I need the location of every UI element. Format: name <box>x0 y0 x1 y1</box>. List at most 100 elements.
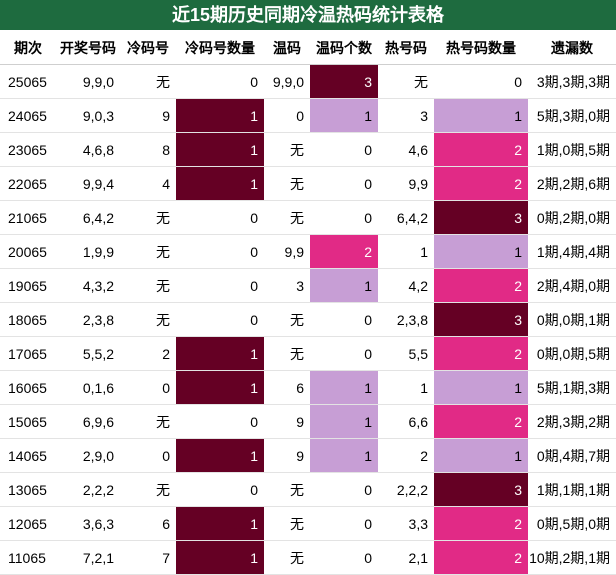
cell-numbers: 5,5,2 <box>56 336 120 371</box>
cell-period: 15065 <box>0 404 56 439</box>
cell-missing: 5期,3期,0期 <box>528 98 616 133</box>
cell-period: 21065 <box>0 200 56 235</box>
cell-hot-count: 1 <box>434 438 528 473</box>
cell-period: 22065 <box>0 166 56 201</box>
cell-hot-count: 2 <box>434 132 528 167</box>
header-hot: 热号码 <box>378 31 434 65</box>
cell-hot-count: 1 <box>434 370 528 405</box>
cell-warm: 9,9,0 <box>264 64 310 99</box>
cell-cold-count: 0 <box>176 200 264 235</box>
cell-missing: 5期,1期,3期 <box>528 370 616 405</box>
cell-warm: 无 <box>264 200 310 235</box>
header-missing: 遗漏数 <box>528 31 616 65</box>
cell-hot-count: 2 <box>434 336 528 371</box>
cell-missing: 0期,5期,0期 <box>528 506 616 541</box>
cell-cold: 0 <box>120 438 176 473</box>
cell-hot: 3,3 <box>378 506 434 541</box>
cell-hot: 9,9 <box>378 166 434 201</box>
header-period: 期次 <box>0 31 56 65</box>
cell-cold-count: 0 <box>176 302 264 337</box>
cell-cold: 无 <box>120 404 176 439</box>
cell-period: 13065 <box>0 472 56 507</box>
cell-warm-count: 1 <box>310 404 378 439</box>
cell-warm: 无 <box>264 506 310 541</box>
cell-warm: 9 <box>264 404 310 439</box>
cell-hot: 6,4,2 <box>378 200 434 235</box>
cell-hot-count: 1 <box>434 98 528 133</box>
cell-hot: 2,1 <box>378 540 434 575</box>
cell-warm: 3 <box>264 268 310 303</box>
cell-warm-count: 0 <box>310 336 378 371</box>
cell-cold-count: 1 <box>176 370 264 405</box>
cell-cold-count: 1 <box>176 166 264 201</box>
cell-period: 25065 <box>0 64 56 99</box>
header-hot-count: 热号码数量 <box>434 31 528 65</box>
cell-warm-count: 0 <box>310 302 378 337</box>
cell-missing: 1期,4期,4期 <box>528 234 616 269</box>
cell-hot: 无 <box>378 64 434 99</box>
table-row: 24065 9,0,3 9 1 0 1 3 1 5期,3期,0期 <box>0 98 616 133</box>
cell-cold-count: 1 <box>176 540 264 575</box>
cell-hot: 3 <box>378 98 434 133</box>
cell-missing: 2期,2期,6期 <box>528 166 616 201</box>
cell-hot-count: 1 <box>434 234 528 269</box>
cell-numbers: 0,1,6 <box>56 370 120 405</box>
cell-missing: 0期,2期,0期 <box>528 200 616 235</box>
cell-warm: 9,9 <box>264 234 310 269</box>
cell-cold-count: 1 <box>176 336 264 371</box>
cell-numbers: 2,2,2 <box>56 472 120 507</box>
cell-cold: 7 <box>120 540 176 575</box>
table-row: 14065 2,9,0 0 1 9 1 2 1 0期,4期,7期 <box>0 438 616 473</box>
cell-hot-count: 2 <box>434 506 528 541</box>
cell-numbers: 6,9,6 <box>56 404 120 439</box>
cell-missing: 0期,0期,5期 <box>528 336 616 371</box>
cell-numbers: 3,6,3 <box>56 506 120 541</box>
cell-cold: 8 <box>120 132 176 167</box>
cell-hot: 6,6 <box>378 404 434 439</box>
cell-warm-count: 0 <box>310 132 378 167</box>
cell-numbers: 7,2,1 <box>56 540 120 575</box>
header-warm: 温码 <box>264 31 310 65</box>
cell-numbers: 2,3,8 <box>56 302 120 337</box>
cell-period: 16065 <box>0 370 56 405</box>
header-row: 期次 开奖号码 冷码号 冷码号数量 温码 温码个数 热号码 热号码数量 遗漏数 <box>0 31 616 65</box>
cell-numbers: 2,9,0 <box>56 438 120 473</box>
cell-hot-count: 2 <box>434 268 528 303</box>
table-row: 15065 6,9,6 无 0 9 1 6,6 2 2期,3期,2期 <box>0 404 616 439</box>
cell-period: 11065 <box>0 540 56 575</box>
cell-cold: 2 <box>120 336 176 371</box>
table-row: 12065 3,6,3 6 1 无 0 3,3 2 0期,5期,0期 <box>0 506 616 541</box>
cell-missing: 2期,4期,0期 <box>528 268 616 303</box>
cell-warm-count: 0 <box>310 472 378 507</box>
cell-cold: 无 <box>120 268 176 303</box>
cell-numbers: 6,4,2 <box>56 200 120 235</box>
table-row: 17065 5,5,2 2 1 无 0 5,5 2 0期,0期,5期 <box>0 336 616 371</box>
cell-warm: 无 <box>264 336 310 371</box>
cell-numbers: 9,9,4 <box>56 166 120 201</box>
cell-period: 14065 <box>0 438 56 473</box>
table-row: 11065 7,2,1 7 1 无 0 2,1 2 10期,2期,1期 <box>0 540 616 575</box>
cell-warm-count: 1 <box>310 268 378 303</box>
cell-cold-count: 1 <box>176 438 264 473</box>
cell-hot: 1 <box>378 370 434 405</box>
cell-missing: 10期,2期,1期 <box>528 540 616 575</box>
cell-hot-count: 2 <box>434 404 528 439</box>
cell-cold-count: 1 <box>176 98 264 133</box>
cell-period: 17065 <box>0 336 56 371</box>
cell-cold-count: 0 <box>176 472 264 507</box>
table-row: 21065 6,4,2 无 0 无 0 6,4,2 3 0期,2期,0期 <box>0 200 616 235</box>
cell-numbers: 4,3,2 <box>56 268 120 303</box>
cell-warm-count: 2 <box>310 234 378 269</box>
table-row: 19065 4,3,2 无 0 3 1 4,2 2 2期,4期,0期 <box>0 268 616 303</box>
table-row: 16065 0,1,6 0 1 6 1 1 1 5期,1期,3期 <box>0 370 616 405</box>
cell-hot: 2,2,2 <box>378 472 434 507</box>
cell-cold: 无 <box>120 64 176 99</box>
cell-cold-count: 1 <box>176 506 264 541</box>
cell-hot-count: 0 <box>434 64 528 99</box>
table-row: 20065 1,9,9 无 0 9,9 2 1 1 1期,4期,4期 <box>0 234 616 269</box>
cell-period: 12065 <box>0 506 56 541</box>
cell-cold-count: 0 <box>176 268 264 303</box>
cell-cold: 无 <box>120 200 176 235</box>
cell-missing: 0期,4期,7期 <box>528 438 616 473</box>
cell-cold: 无 <box>120 472 176 507</box>
